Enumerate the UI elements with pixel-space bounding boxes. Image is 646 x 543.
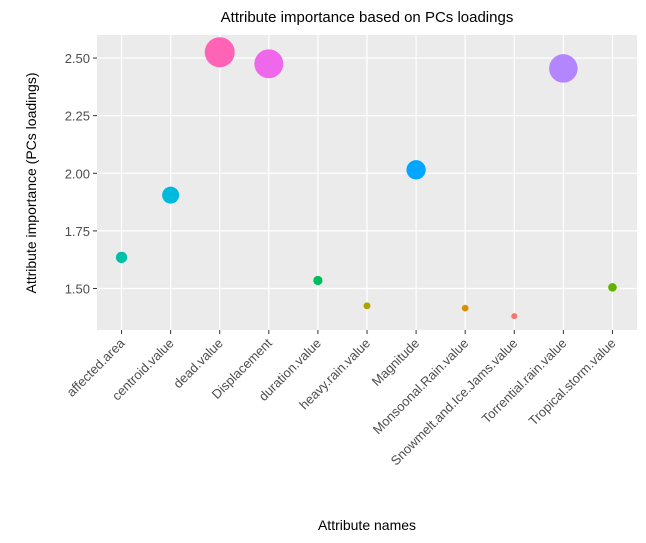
point (406, 160, 426, 180)
y-tick-label: 2.00 (65, 166, 90, 181)
y-tick-label: 1.50 (65, 282, 90, 297)
x-axis-title: Attribute names (318, 517, 416, 533)
point (461, 304, 469, 312)
y-axis-title: Attribute importance (PCs loadings) (23, 73, 39, 294)
point (204, 37, 235, 68)
point (313, 275, 323, 286)
point (115, 251, 128, 264)
chart-title: Attribute importance based on PCs loadin… (221, 9, 514, 26)
point (162, 186, 180, 204)
point (254, 49, 284, 79)
point (511, 313, 518, 320)
y-tick-label: 1.75 (65, 224, 90, 239)
x-tick-label: Monsoonal.Rain.value (370, 336, 472, 438)
point (608, 283, 617, 292)
y-tick-label: 2.25 (65, 109, 90, 124)
y-tick-label: 2.50 (65, 51, 90, 66)
x-tick-label: Torrential.rain.value (479, 336, 570, 427)
point (549, 54, 578, 83)
point (363, 302, 371, 310)
x-tick-label: Tropical.storm.value (526, 336, 619, 429)
